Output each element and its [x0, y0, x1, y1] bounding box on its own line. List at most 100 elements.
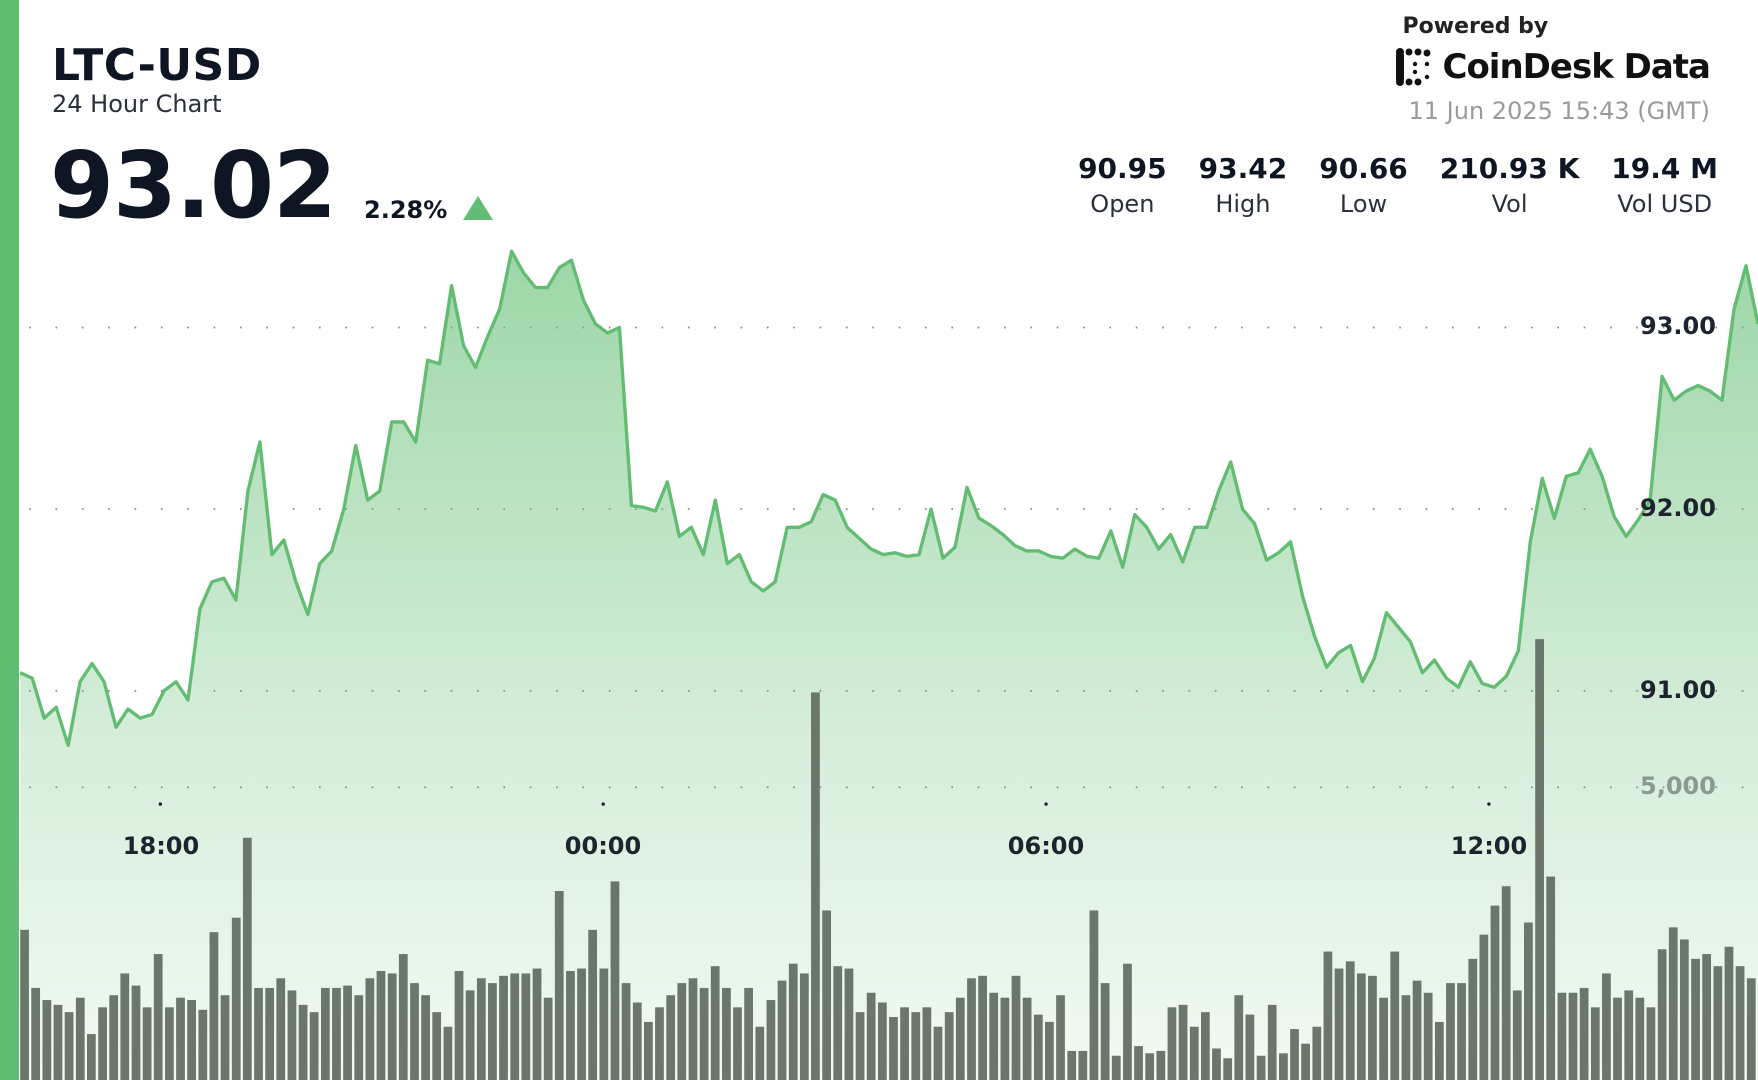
brand-block: Powered by CoinDesk Data 11 Jun 2025 15:… [1395, 14, 1711, 125]
volume-bar [521, 973, 531, 1080]
volume-bar [1657, 949, 1667, 1080]
volume-bar [543, 997, 553, 1080]
brand-logo: CoinDesk Data [1395, 47, 1711, 87]
volume-bar [443, 1026, 453, 1080]
volume-bar [1557, 992, 1567, 1080]
volume-bar [877, 1002, 887, 1080]
volume-bar [1189, 1026, 1199, 1080]
volume-bar [209, 932, 219, 1080]
stat-low: 90.66 Low [1319, 152, 1408, 222]
powered-by-label: Powered by [1402, 14, 1549, 39]
volume-bar [666, 995, 676, 1080]
volume-bar [944, 1012, 954, 1080]
volume-bar [755, 1026, 765, 1080]
volume-bar [1423, 992, 1433, 1080]
stat-value: 19.4 M [1611, 152, 1718, 185]
volume-bar [343, 985, 352, 1080]
volume-bar [677, 983, 687, 1080]
volume-bar [1100, 983, 1110, 1080]
price-line [19, 249, 1758, 748]
volume-bar [64, 1012, 74, 1080]
x-axis-label-0000: 00:00 [564, 832, 642, 860]
volume-bar [98, 1007, 107, 1080]
volume-bar [1368, 975, 1377, 1080]
up-arrow-icon [463, 196, 494, 220]
volume-bar [309, 1012, 319, 1080]
brand-name: CoinDesk Data [1442, 47, 1711, 87]
volume-bar [1735, 966, 1745, 1080]
stat-value: 90.95 [1078, 152, 1167, 185]
volume-bar [989, 992, 999, 1080]
volume-bar [610, 881, 620, 1080]
stat-vol: 210.93 K Vol [1440, 152, 1580, 222]
volume-bar [42, 1000, 52, 1080]
volume-bar [799, 973, 809, 1080]
volume-bar [1011, 975, 1021, 1080]
volume-bar [287, 990, 297, 1080]
volume-bar [109, 995, 119, 1080]
stat-high: 93.42 High [1199, 152, 1288, 222]
volume-bar [822, 910, 832, 1080]
stat-value: 93.42 [1198, 152, 1288, 185]
volume-bar [187, 1000, 196, 1080]
volume-bar [176, 997, 185, 1080]
volume-bar [1167, 1007, 1177, 1080]
volume-bar [1045, 1021, 1054, 1080]
volume-bar [354, 995, 364, 1080]
volume-bar [1624, 990, 1634, 1080]
volume-bar [1746, 978, 1756, 1080]
volume-bar [1145, 1053, 1155, 1080]
y-axis-label-91: 91.00 [1640, 676, 1716, 704]
y-axis-label-93: 93.00 [1640, 312, 1716, 340]
chart-subtitle: 24 Hour Chart [52, 90, 222, 118]
volume-bar [276, 978, 286, 1080]
volume-bar [120, 973, 130, 1080]
x-axis-label-1200: 12:00 [1450, 832, 1528, 860]
volume-bar [1290, 1029, 1299, 1080]
volume-bar [889, 1016, 898, 1080]
volume-bar [1356, 973, 1366, 1080]
volume-bar [978, 975, 987, 1080]
volume-bar [1279, 1053, 1288, 1080]
volume-bar [1568, 992, 1578, 1080]
stat-label: Vol USD [1617, 190, 1713, 218]
x-axis-label-0600: 06:00 [1007, 832, 1085, 860]
volume-bar [699, 987, 709, 1080]
volume-bar [1457, 983, 1466, 1080]
volume-bar [1089, 910, 1099, 1080]
chart-header: LTC-USD 24 Hour Chart [52, 40, 262, 118]
volume-bar [53, 1004, 63, 1080]
change-percent: 2.28% [364, 196, 448, 224]
price-area [20, 251, 1758, 1080]
volume-bar [844, 968, 854, 1080]
volume-bar [1512, 990, 1522, 1080]
volume-bar [1691, 958, 1700, 1080]
volume-bar [1635, 997, 1645, 1080]
volume-bar [900, 1007, 909, 1080]
volume-bar [298, 1004, 308, 1080]
volume-bar [131, 985, 141, 1080]
volume-bar [1724, 946, 1734, 1080]
volume-bar [254, 987, 263, 1080]
volume-bar [1702, 954, 1712, 1080]
volume-bar [31, 987, 41, 1080]
volume-bar [231, 917, 241, 1080]
volume-bar [320, 987, 330, 1080]
volume-bar [510, 973, 520, 1080]
volume-bar [398, 954, 408, 1080]
volume-bar [1524, 922, 1533, 1080]
volume-bar [933, 1026, 943, 1080]
volume-axis-label: 5,000 [1640, 772, 1716, 800]
volume-bar [1590, 1007, 1600, 1080]
volume-bar [744, 987, 753, 1080]
volume-bar [777, 980, 787, 1080]
accent-stripe [0, 0, 19, 1080]
volume-bar [488, 983, 497, 1080]
volume-bar [554, 891, 564, 1080]
volume-bar [220, 995, 230, 1080]
volume-bar [1301, 1043, 1310, 1080]
volume-bar [1111, 1055, 1121, 1080]
volume-bar [75, 997, 85, 1080]
volume-bar [1479, 934, 1489, 1080]
